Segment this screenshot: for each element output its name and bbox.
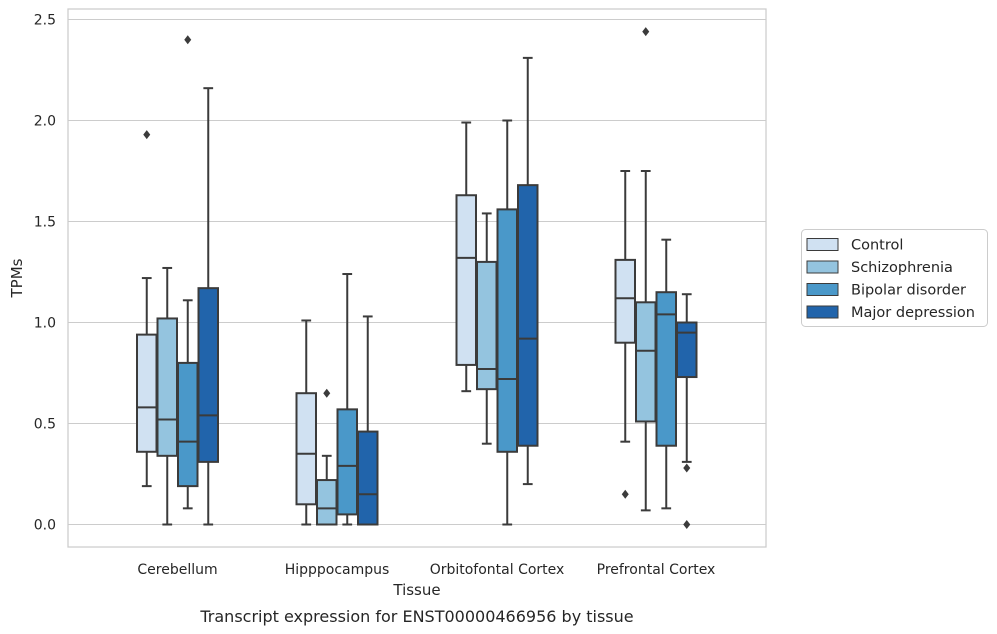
box-control (295, 319, 317, 526)
outlier-point (184, 35, 192, 45)
box-iqr (517, 184, 539, 447)
chart-caption: Transcript expression for ENST0000046695… (199, 607, 633, 626)
legend-swatch (806, 283, 839, 296)
box-major-depression (197, 87, 219, 526)
box-bipolar-disorder (496, 119, 518, 526)
box-iqr (357, 430, 379, 526)
box-schizophrenia (635, 27, 657, 512)
legend-swatch (806, 305, 839, 319)
box-iqr (197, 287, 219, 463)
x-tick-label: Cerebellum (137, 562, 217, 578)
box-major-depression (517, 56, 539, 486)
outlier-point (143, 130, 151, 140)
box-iqr (316, 479, 338, 526)
outlier-point (683, 463, 691, 473)
outlier-point (323, 388, 331, 398)
box-bipolar-disorder (177, 35, 199, 510)
box-major-depression (357, 315, 379, 526)
legend-label: Bipolar disorder (851, 283, 966, 299)
y-tick-label: 2.0 (34, 114, 56, 130)
legend-swatch (806, 238, 839, 251)
box-control (455, 121, 477, 393)
legend-frame (801, 229, 988, 327)
y-tick-label: 1.5 (34, 215, 56, 231)
box-iqr (676, 321, 698, 379)
plot-frame (67, 8, 767, 548)
box-iqr (156, 317, 178, 457)
y-tick-label: 0.5 (34, 417, 56, 433)
box-iqr (455, 194, 477, 366)
y-tick-label: 2.5 (34, 13, 56, 29)
x-ticks: Cerebellum Hipppocampus Orbitofontal Corte… (137, 562, 715, 578)
x-axis-label: Tissue (392, 581, 440, 599)
y-tick-label: 1.0 (34, 316, 56, 332)
box-iqr (336, 408, 358, 516)
box-schizophrenia (156, 266, 178, 526)
box-bipolar-disorder (655, 238, 677, 510)
legend-label: Schizophrenia (851, 260, 953, 276)
box-iqr (177, 361, 199, 488)
box-control (614, 170, 636, 499)
x-tick-label: Orbitofontal Cortex (430, 562, 565, 578)
legend-label: Control (851, 238, 903, 254)
box-iqr (614, 258, 636, 344)
box-schizophrenia (476, 212, 498, 445)
box-iqr (496, 208, 518, 453)
outlier-point (621, 489, 629, 499)
box-iqr (136, 333, 158, 453)
legend-label: Major depression (851, 305, 975, 321)
box-control (136, 130, 158, 488)
outlier-point (683, 520, 691, 529)
box-iqr (295, 392, 317, 506)
x-tick-label: Hipppocampus (285, 562, 390, 578)
box-iqr (476, 260, 498, 391)
box-iqr (635, 301, 657, 423)
box-bipolar-disorder (336, 273, 358, 526)
y-axis-label: TPMs (8, 258, 26, 298)
box-major-depression (676, 293, 698, 529)
x-tick-label: Prefrontal Cortex (597, 562, 716, 578)
box-schizophrenia (316, 388, 338, 526)
outlier-point (642, 27, 650, 37)
y-ticks: 0.0 0.5 1.0 1.5 2.0 2.5 (34, 13, 56, 534)
boxes (136, 27, 698, 529)
y-tick-label: 0.0 (34, 518, 56, 534)
legend-swatch (806, 260, 839, 274)
legend: Control Schizophrenia Bipolar disorder Majo… (801, 229, 988, 327)
